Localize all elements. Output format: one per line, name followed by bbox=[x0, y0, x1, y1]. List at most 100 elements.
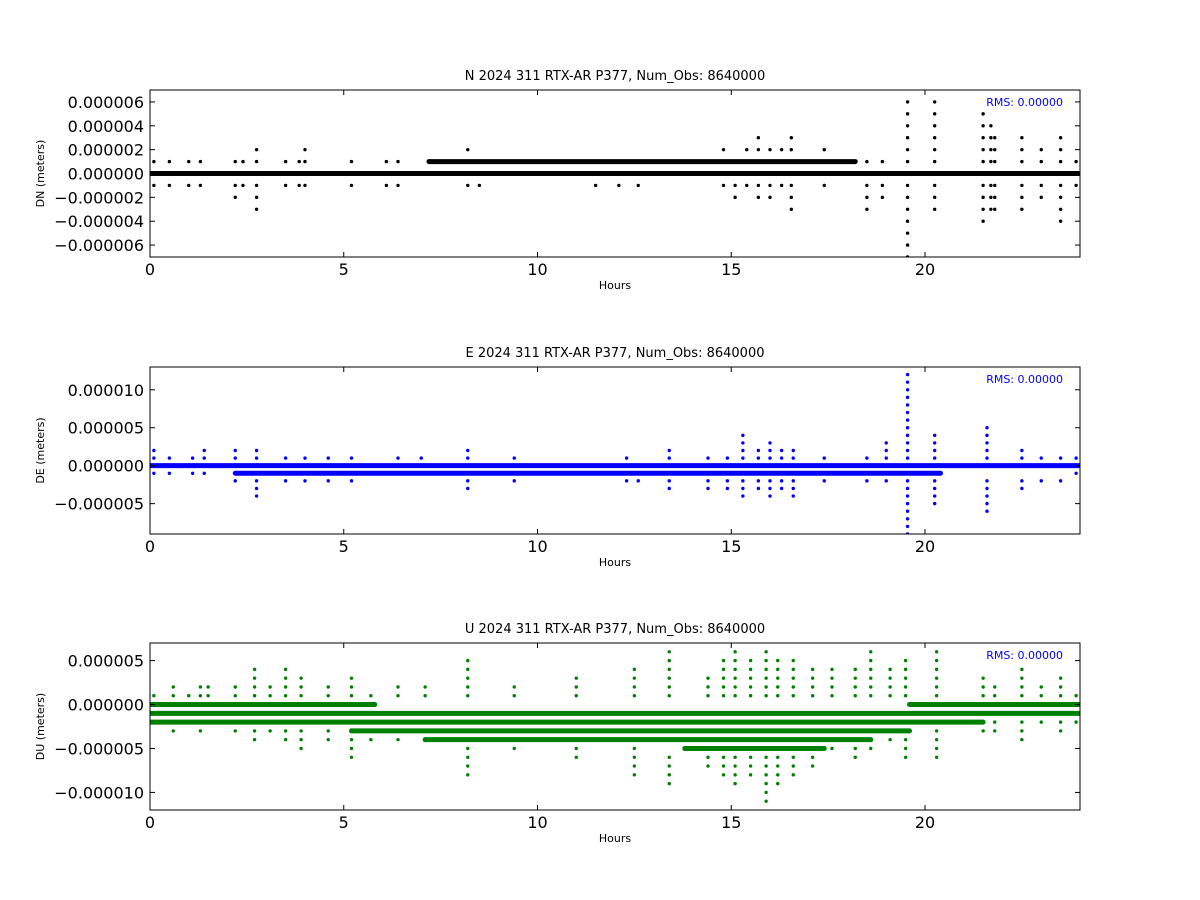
data-point bbox=[206, 720, 210, 724]
data-point bbox=[152, 159, 156, 164]
data-point bbox=[512, 694, 516, 698]
data-point bbox=[721, 658, 726, 663]
x-axis-label: Hours bbox=[599, 832, 631, 845]
data-point bbox=[419, 456, 423, 460]
data-point bbox=[932, 448, 937, 453]
data-point bbox=[756, 486, 761, 491]
y-tick-label: 0.000004 bbox=[68, 117, 144, 136]
x-tick-label: 10 bbox=[527, 813, 547, 832]
data-point bbox=[721, 183, 726, 188]
data-layer bbox=[150, 100, 1080, 257]
data-point bbox=[768, 441, 772, 445]
data-band-start bbox=[426, 159, 432, 165]
data-point bbox=[190, 456, 195, 460]
data-point bbox=[466, 685, 470, 689]
data-point bbox=[884, 441, 888, 445]
data-point bbox=[299, 676, 303, 680]
data-point bbox=[1058, 676, 1063, 680]
data-point bbox=[932, 159, 937, 164]
data-point bbox=[171, 685, 175, 689]
x-axis-label: Hours bbox=[599, 279, 631, 292]
data-point bbox=[981, 159, 985, 164]
data-point bbox=[985, 441, 989, 445]
data-layer bbox=[150, 372, 1080, 534]
data-point bbox=[733, 676, 737, 680]
data-point bbox=[466, 694, 470, 698]
data-point bbox=[632, 773, 637, 777]
data-point bbox=[1020, 448, 1024, 453]
data-point bbox=[283, 729, 288, 733]
data-point bbox=[733, 755, 737, 759]
data-point bbox=[254, 183, 259, 188]
data-point bbox=[993, 159, 997, 164]
data-point bbox=[865, 183, 869, 188]
data-point bbox=[721, 685, 726, 689]
data-point bbox=[822, 479, 826, 483]
data-point bbox=[934, 658, 939, 663]
x-tick-label: 15 bbox=[721, 260, 741, 279]
data-point bbox=[299, 729, 303, 733]
subplot-title: U 2024 311 RTX-AR P377, Num_Obs: 8640000 bbox=[465, 622, 765, 637]
data-point bbox=[741, 433, 745, 438]
data-point bbox=[396, 737, 400, 742]
data-point bbox=[741, 448, 745, 453]
data-point bbox=[981, 694, 985, 698]
data-point bbox=[932, 124, 937, 128]
data-point bbox=[779, 479, 784, 483]
data-point bbox=[733, 195, 737, 200]
data-point bbox=[233, 685, 237, 689]
data-point bbox=[989, 136, 993, 140]
data-point bbox=[934, 746, 939, 751]
data-point bbox=[869, 658, 873, 663]
data-point bbox=[932, 441, 937, 445]
data-point bbox=[1020, 729, 1024, 733]
data-point bbox=[989, 147, 993, 152]
data-band-start bbox=[907, 702, 912, 708]
data-point bbox=[748, 667, 753, 672]
data-point bbox=[981, 685, 985, 689]
y-axis-label: DU (meters) bbox=[34, 693, 47, 760]
data-point bbox=[667, 667, 671, 672]
data-point bbox=[764, 676, 768, 680]
data-point bbox=[764, 755, 768, 759]
data-point bbox=[905, 403, 910, 407]
data-point bbox=[756, 147, 761, 152]
data-point bbox=[989, 207, 993, 211]
data-point bbox=[989, 183, 993, 188]
data-point bbox=[1020, 159, 1024, 164]
data-band-end bbox=[938, 470, 943, 476]
data-point bbox=[905, 147, 910, 152]
data-point bbox=[574, 676, 578, 680]
data-point bbox=[993, 183, 997, 188]
data-point bbox=[706, 479, 710, 483]
data-point bbox=[985, 494, 989, 498]
data-point bbox=[190, 471, 195, 475]
x-tick-label: 10 bbox=[527, 260, 547, 279]
data-band-start bbox=[349, 728, 354, 734]
y-tick-label: 0.000000 bbox=[68, 696, 144, 715]
y-tick-label: −0.000006 bbox=[54, 236, 144, 255]
data-point bbox=[903, 729, 908, 733]
data-point bbox=[903, 676, 908, 680]
data-point bbox=[733, 650, 737, 654]
data-point bbox=[241, 159, 245, 164]
data-point bbox=[574, 746, 578, 751]
data-point bbox=[326, 694, 330, 698]
data-point bbox=[369, 694, 373, 698]
data-point bbox=[888, 667, 892, 672]
data-point bbox=[789, 147, 794, 152]
x-tick-label: 20 bbox=[915, 537, 935, 556]
data-point bbox=[905, 231, 910, 235]
data-point bbox=[254, 448, 259, 453]
x-tick-label: 20 bbox=[915, 813, 935, 832]
data-point bbox=[466, 448, 470, 453]
data-band-end bbox=[852, 159, 858, 165]
data-point bbox=[905, 100, 910, 104]
data-point bbox=[466, 658, 470, 663]
data-point bbox=[932, 147, 937, 152]
data-point bbox=[776, 685, 780, 689]
data-point bbox=[981, 219, 985, 223]
data-point bbox=[617, 183, 621, 188]
data-point bbox=[1058, 219, 1063, 223]
data-point bbox=[905, 456, 910, 460]
